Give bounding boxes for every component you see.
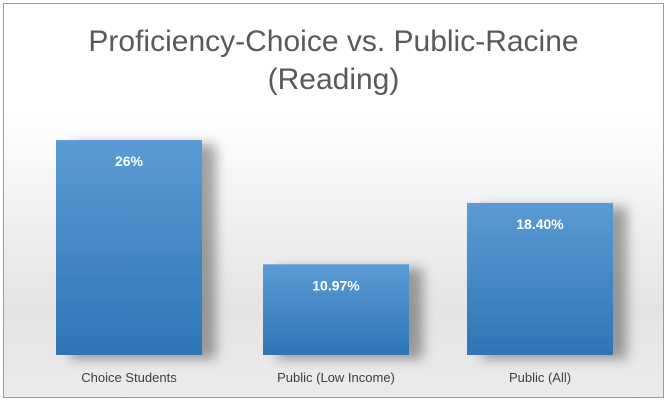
chart-title-line-1: Proficiency-Choice vs. Public-Racine — [88, 25, 579, 58]
data-label: 26% — [115, 153, 144, 169]
chart-title-line-2: (Reading) — [267, 63, 400, 96]
bar-chart-plot: 26% Choice Students 10.97% Public (Low Inco… — [56, 140, 613, 385]
category-label: Public (All) — [509, 370, 571, 385]
bar-choice-students — [56, 140, 202, 355]
chart-frame: Proficiency-Choice vs. Public-Racine (Re… — [3, 3, 664, 398]
data-label: 10.97% — [312, 277, 360, 293]
data-label: 18.40% — [516, 216, 564, 232]
category-label: Public (Low Income) — [277, 370, 395, 385]
bar-public-low-income — [263, 264, 409, 355]
bar-public-all — [467, 202, 613, 355]
category-label: Choice Students — [81, 370, 177, 385]
